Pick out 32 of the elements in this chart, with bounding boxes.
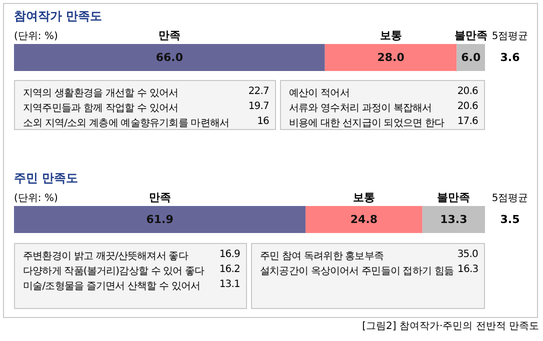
text: 3.6 xyxy=(500,51,520,64)
data-label: 13.3 xyxy=(440,213,468,226)
text: 주변환경이 밝고 깨끗/산뜻해져서 좋다 16.9 xyxy=(23,249,240,262)
series-label: 만족 xyxy=(158,28,180,43)
data-label: 6.0 xyxy=(461,51,481,64)
text: [그림2] 참여작가·주민의 전반적 만족도 xyxy=(362,320,539,333)
text: 3.5 xyxy=(500,213,520,226)
text: (단위: %) xyxy=(14,30,58,43)
chart-title: 주민 만족도 xyxy=(14,170,78,187)
text: 주민 참여 독려위한 홍보부족 35.0 xyxy=(260,249,478,262)
text: 지역의 생활환경을 개선할 수 있어서 22.7 xyxy=(23,86,269,99)
data-label: 24.8 xyxy=(350,213,378,226)
text: 5점평균 xyxy=(492,30,528,43)
text: 지역주민들과 함께 작업할 수 있어서 19.7 xyxy=(23,101,269,114)
text: 다양하게 작품(볼거리)감상할 수 있어 좋다 16.2 xyxy=(23,264,240,277)
series-label: 만족 xyxy=(148,190,171,205)
data-label: 28.0 xyxy=(377,51,405,64)
text: 비용에 대한 선지급이 되었으면 한다 17.6 xyxy=(289,116,478,129)
text: 예산이 적어서 20.6 xyxy=(289,86,478,99)
series-label: 보통 xyxy=(380,28,402,43)
text: 5점평균 xyxy=(492,192,528,205)
chart-title: 참여작가 만족도 xyxy=(14,8,102,25)
text: 설치공간이 옥상이어서 주민들이 접하기 힘듦 16.3 xyxy=(260,264,478,279)
text: 미술/조형물을 즐기면서 산책할 수 있어서 13.1 xyxy=(23,279,240,292)
data-label: 66.0 xyxy=(156,51,184,64)
text: (단위: %) xyxy=(14,192,58,205)
text: 서류와 영수처리 과정이 복잡해서 20.6 xyxy=(289,101,478,114)
text: 소외 지역/소외 계층에 예술향유기회를 마련해서 16 xyxy=(23,116,269,129)
series-label: 보통 xyxy=(352,190,375,205)
data-label: 61.9 xyxy=(146,213,174,226)
series-label: 불만족 xyxy=(454,28,488,43)
series-label: 불만족 xyxy=(437,190,470,205)
